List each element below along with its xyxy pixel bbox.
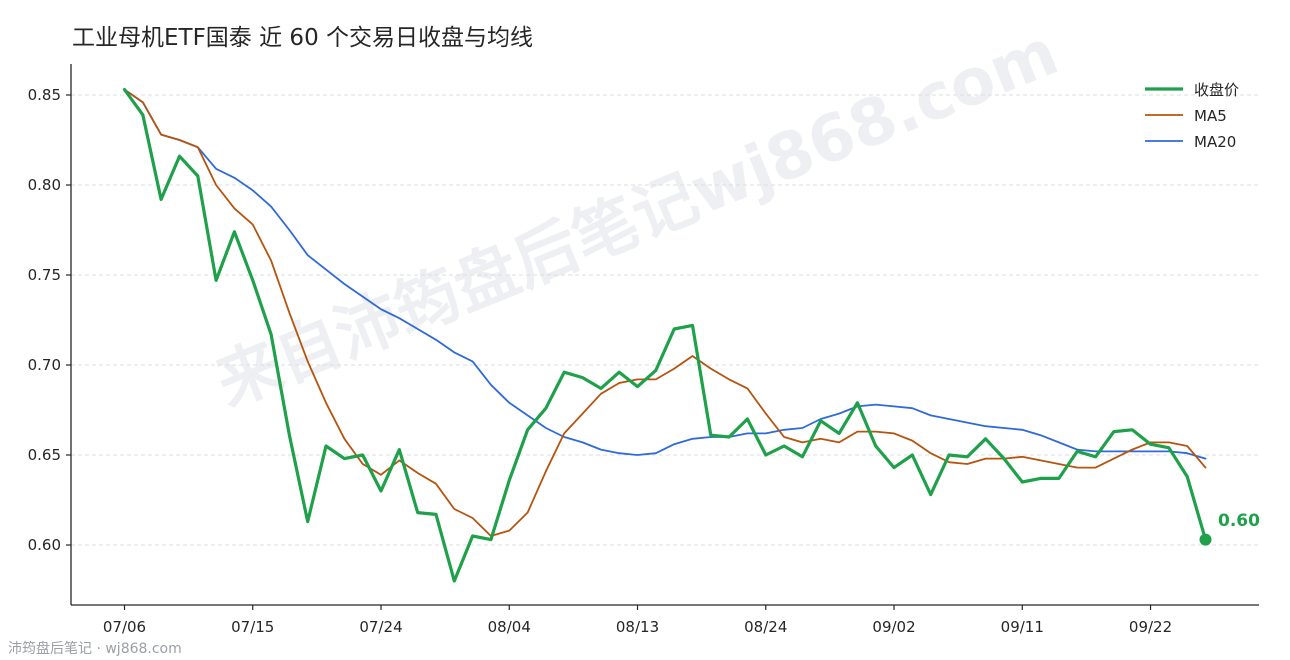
x-tick-label: 08/04 — [488, 618, 531, 636]
chart-title: 工业母机ETF国泰 近 60 个交易日收盘与均线 — [72, 25, 534, 51]
x-tick-label: 09/22 — [1129, 618, 1172, 636]
x-tick-label: 07/15 — [231, 618, 274, 636]
x-tick-label: 07/06 — [103, 618, 146, 636]
series-lines — [122, 87, 1208, 583]
x-tick-label: 09/11 — [1001, 618, 1044, 636]
x-tick-label: 07/24 — [359, 618, 402, 636]
legend: 收盘价 MA5 MA20 — [1145, 81, 1239, 151]
last-close-label: 0.60 — [1218, 511, 1260, 531]
x-tick-label: 09/02 — [872, 618, 915, 636]
y-tick-label: 0.70 — [28, 356, 61, 374]
watermark-text: 来自沛筠盘后笔记wj868.com — [206, 16, 1068, 422]
last-close-marker — [1199, 533, 1212, 546]
y-tick-label: 0.60 — [28, 536, 61, 554]
legend-label: 收盘价 — [1194, 81, 1239, 99]
x-tick-label: 08/13 — [616, 618, 659, 636]
ma5-line — [123, 88, 1207, 537]
ma20-line — [123, 88, 1207, 460]
grid-lines — [71, 94, 1259, 546]
x-tick-label: 08/24 — [744, 618, 787, 636]
axes — [70, 64, 1259, 606]
y-tick-label: 0.80 — [28, 176, 61, 194]
y-tick-label: 0.85 — [28, 86, 61, 104]
legend-label: MA20 — [1194, 133, 1236, 151]
footer-source: 沛筠盘后笔记 · wj868.com — [8, 641, 182, 657]
y-tick-label: 0.75 — [28, 266, 61, 284]
close-price-line — [122, 87, 1208, 583]
y-tick-label: 0.65 — [28, 446, 61, 464]
ticks: 0.60 0.65 0.70 0.75 0.80 0.85 07/06 07/15 07/24 0… — [28, 86, 1173, 636]
legend-label: MA5 — [1194, 107, 1227, 125]
